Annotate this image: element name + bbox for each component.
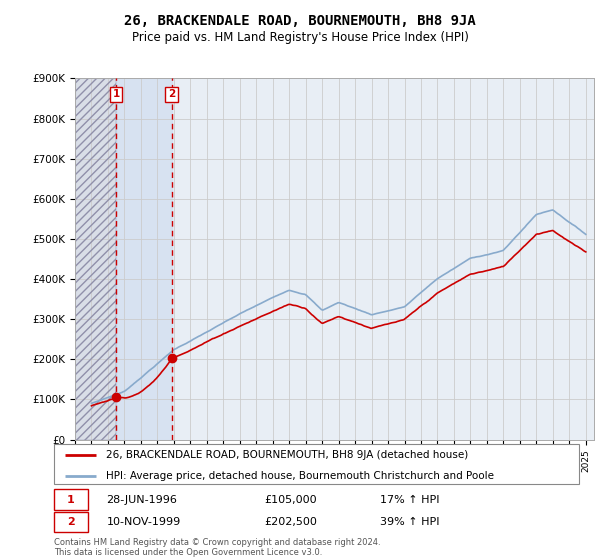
Text: 26, BRACKENDALE ROAD, BOURNEMOUTH, BH8 9JA: 26, BRACKENDALE ROAD, BOURNEMOUTH, BH8 9…: [124, 14, 476, 28]
Text: Contains HM Land Registry data © Crown copyright and database right 2024.
This d: Contains HM Land Registry data © Crown c…: [54, 538, 380, 557]
Bar: [75, 78, 116, 440]
Text: 28-JUN-1996: 28-JUN-1996: [107, 494, 178, 505]
Text: £105,000: £105,000: [264, 494, 317, 505]
Bar: [116, 78, 172, 440]
Text: £202,500: £202,500: [264, 517, 317, 527]
Bar: [75, 78, 116, 440]
Text: 2: 2: [168, 89, 175, 99]
Text: 10-NOV-1999: 10-NOV-1999: [107, 517, 181, 527]
FancyBboxPatch shape: [54, 512, 88, 532]
Text: 1: 1: [112, 89, 119, 99]
Text: 2: 2: [67, 517, 74, 527]
FancyBboxPatch shape: [54, 489, 88, 510]
Text: Price paid vs. HM Land Registry's House Price Index (HPI): Price paid vs. HM Land Registry's House …: [131, 31, 469, 44]
Text: 1: 1: [67, 494, 74, 505]
Text: HPI: Average price, detached house, Bournemouth Christchurch and Poole: HPI: Average price, detached house, Bour…: [107, 470, 494, 480]
Bar: [75, 78, 116, 440]
Text: 17% ↑ HPI: 17% ↑ HPI: [380, 494, 439, 505]
Text: 26, BRACKENDALE ROAD, BOURNEMOUTH, BH8 9JA (detached house): 26, BRACKENDALE ROAD, BOURNEMOUTH, BH8 9…: [107, 450, 469, 460]
Text: 39% ↑ HPI: 39% ↑ HPI: [380, 517, 439, 527]
FancyBboxPatch shape: [54, 444, 579, 484]
